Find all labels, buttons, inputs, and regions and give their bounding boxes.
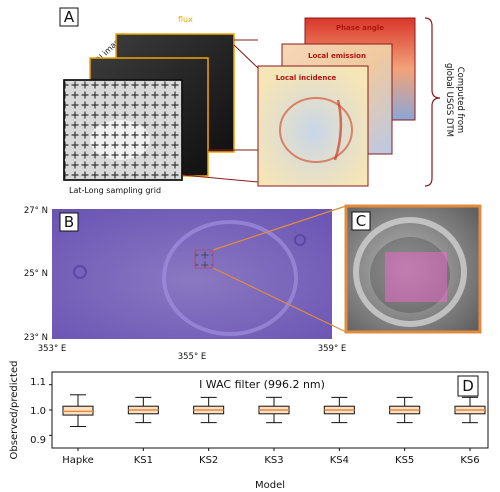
sampling-grid-dots: [64, 80, 182, 180]
panel-d-label: D: [462, 377, 474, 395]
lat-tick-27: 27° N: [24, 206, 48, 216]
crater-floor-c: [370, 237, 450, 313]
lat-tick-23: 23° N: [24, 333, 48, 343]
bracket-text-line-2: global USGS DTM: [444, 63, 454, 137]
sampling-grid-frame: [63, 79, 183, 181]
grid-label: Lat-Long sampling grid: [69, 186, 161, 195]
flux-label: flux: [178, 15, 193, 24]
ylabel-group: Observed/predicted: [9, 361, 20, 460]
xtick-label: KS4: [330, 455, 349, 466]
map-title-emission: Local emission: [308, 52, 366, 60]
bracket: [424, 17, 441, 187]
crater-rim-c: [353, 217, 467, 327]
incidence-crater-rim: [279, 97, 353, 163]
lon-tick-355: 355° E: [178, 352, 207, 362]
map-local-incidence: [257, 65, 369, 187]
ytick-label: 0.9: [30, 435, 46, 446]
panel-c: C: [344, 204, 482, 334]
panel-d-chart: I WAC filter (996.2 nm) D 1.1 1.0 0.9 Ob…: [9, 361, 489, 491]
incidence-slope-feature: [333, 99, 343, 161]
sampling-region: [194, 249, 214, 269]
panel-c-label-box: [351, 211, 371, 231]
sampling-region-zoom: [385, 252, 447, 302]
xtick-label: KS6: [460, 455, 479, 466]
xtick-label: KS2: [199, 455, 218, 466]
panel-d-label-box: [457, 375, 479, 397]
xtick-label: Hapke: [62, 455, 94, 466]
panel-c-label: C: [356, 212, 366, 230]
chart-xlabel: Model: [255, 480, 285, 491]
map-title-phase: Phase angle: [336, 24, 384, 32]
bracket-text: Computed from global USGS DTM: [444, 63, 465, 137]
panel-a: A N images flux Lat-Long sampling grid P…: [59, 7, 465, 195]
ytick-label: 1.0: [30, 406, 46, 417]
xtick-label: KS1: [134, 455, 153, 466]
panel-b-label: B: [64, 213, 74, 231]
crater-rim-b: [162, 220, 298, 336]
panel-b-label-box: [59, 212, 79, 232]
zoom-line-top: [212, 205, 347, 251]
panel-b: B 27° N 25° N 23° N 353° E 355° E 359° E: [24, 205, 347, 362]
small-crater-2: [294, 234, 306, 246]
map-title-incidence: Local incidence: [276, 74, 337, 82]
small-crater-1: [73, 265, 87, 279]
boxplot-series: Hapke KS1 KS2 KS3 KS4 KS5 KS6: [49, 384, 486, 466]
bracket-text-line-1: Computed from: [455, 67, 465, 134]
connector-lines: [181, 39, 259, 183]
ytick-label: 1.1: [30, 377, 46, 388]
chart-ylabel: Observed/predicted: [9, 361, 20, 460]
panel-a-label: A: [64, 8, 75, 26]
moon-map-overlay: [52, 209, 332, 339]
xtick-label: KS5: [395, 455, 414, 466]
chart-title: I WAC filter (996.2 nm): [199, 378, 325, 391]
lon-tick-359: 359° E: [318, 344, 347, 354]
lat-tick-25: 25° N: [24, 269, 48, 279]
panel-a-label-box: [59, 7, 79, 27]
lon-tick-353: 353° E: [38, 344, 67, 354]
zoom-line-bottom: [212, 267, 347, 333]
xtick-label: KS3: [264, 455, 283, 466]
